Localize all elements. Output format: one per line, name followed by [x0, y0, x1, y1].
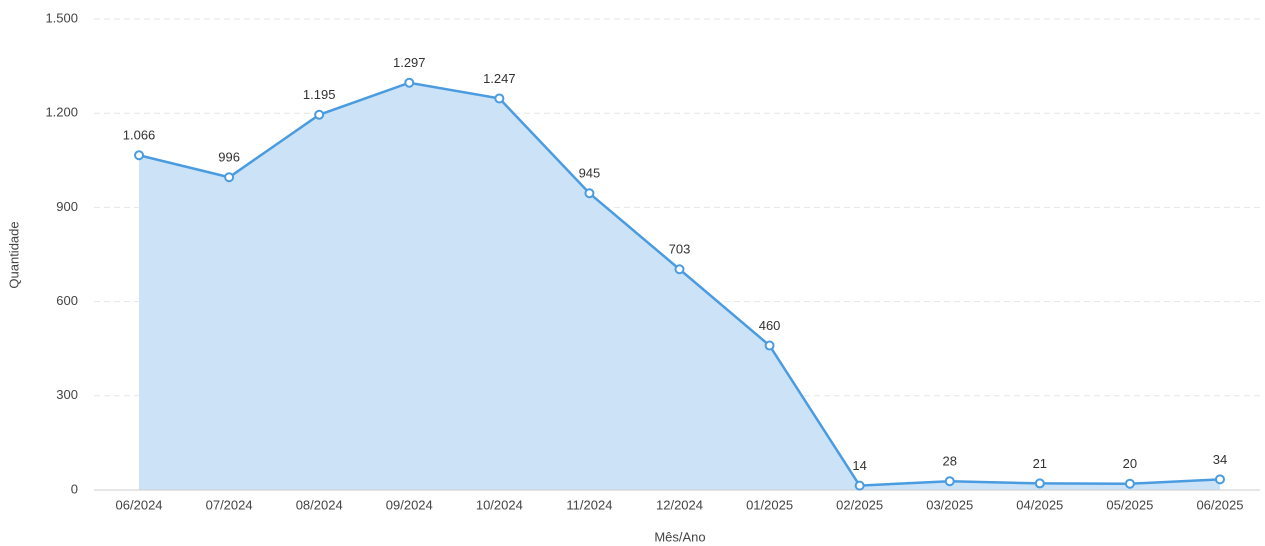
x-tick-label: 04/2025: [1016, 497, 1063, 512]
value-label: 21: [1033, 456, 1047, 471]
point: [584, 188, 595, 199]
point: [494, 93, 505, 104]
value-label: 1.066: [123, 128, 156, 143]
value-label: 28: [942, 454, 956, 469]
point: [944, 476, 955, 487]
x-tick-label: 03/2025: [926, 497, 973, 512]
area: [139, 82, 1220, 490]
x-tick-label: 06/2024: [116, 497, 163, 512]
y-tick-label: 1.500: [45, 10, 78, 25]
value-label: 460: [759, 318, 781, 333]
point: [1034, 478, 1045, 489]
x-tick-label: 12/2024: [656, 497, 703, 512]
x-tick-label: 09/2024: [386, 497, 433, 512]
x-tick-label: 02/2025: [836, 497, 883, 512]
value-label: 34: [1213, 452, 1227, 467]
point: [314, 109, 325, 120]
value-label: 945: [579, 166, 601, 181]
point: [854, 480, 865, 491]
point: [224, 172, 235, 183]
y-tick-label: 0: [71, 481, 78, 496]
x-tick-label: 01/2025: [746, 497, 793, 512]
value-label: 20: [1123, 456, 1137, 471]
point: [1214, 474, 1225, 485]
value-label: 703: [669, 242, 691, 257]
point: [404, 77, 415, 88]
x-tick-label: 07/2024: [206, 497, 253, 512]
y-tick-label: 600: [56, 293, 78, 308]
value-label: 1.195: [303, 87, 336, 102]
y-tick-label: 900: [56, 199, 78, 214]
value-label: 1.247: [483, 71, 516, 86]
value-label: 996: [218, 150, 240, 165]
x-tick-label: 05/2025: [1106, 497, 1153, 512]
value-label: 14: [852, 458, 866, 473]
y-tick-label: 1.200: [45, 105, 78, 120]
point: [674, 264, 685, 275]
x-tick-label: 06/2025: [1196, 497, 1243, 512]
y-tick-label: 300: [56, 387, 78, 402]
x-tick-label: 11/2024: [566, 497, 612, 512]
x-tick-label: 08/2024: [296, 497, 343, 512]
value-label: 1.297: [393, 55, 426, 70]
point: [764, 340, 775, 351]
x-axis-title: Mês/Ano: [654, 529, 705, 544]
point: [134, 150, 145, 161]
y-axis-title: Quantidade: [6, 221, 21, 288]
x-tick-label: 10/2024: [476, 497, 523, 512]
point: [1124, 478, 1135, 489]
